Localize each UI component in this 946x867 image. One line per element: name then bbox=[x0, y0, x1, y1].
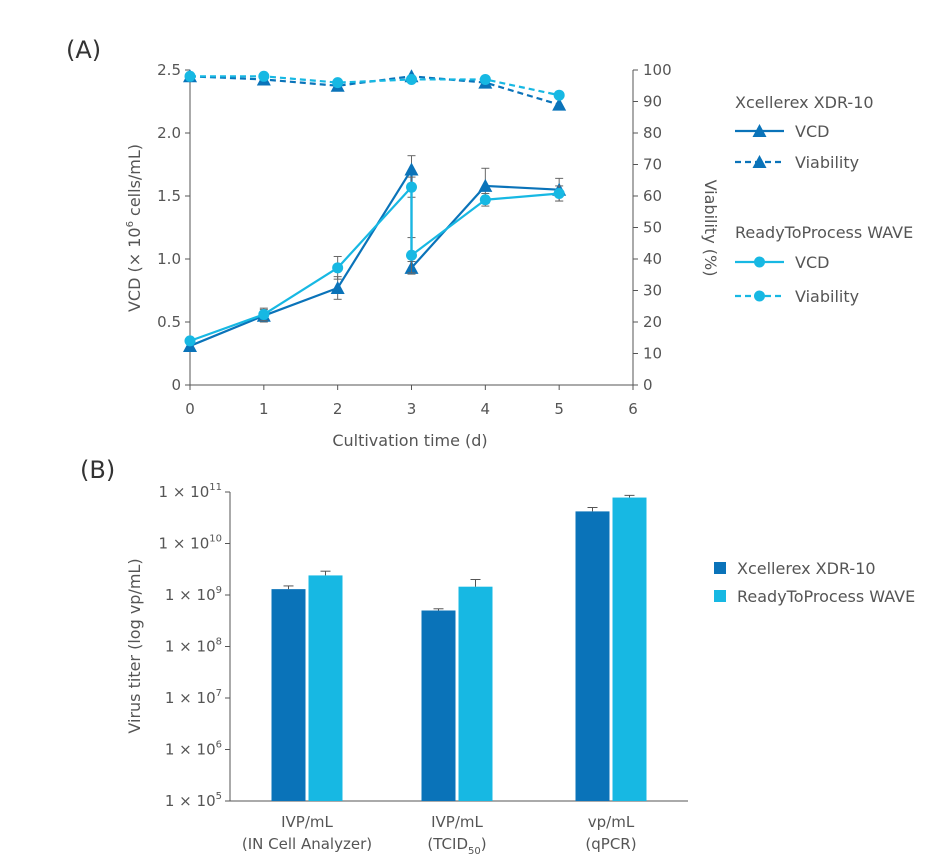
legend-b-xdr-swatch bbox=[714, 562, 726, 574]
panel-a-x-axis-title: Cultivation time (d) bbox=[332, 431, 487, 450]
series-wave-viability bbox=[184, 70, 565, 101]
panel-a-x-tick-label: 4 bbox=[481, 400, 491, 418]
legend-a-xdr-vcd-label: VCD bbox=[795, 122, 829, 141]
bar-wave bbox=[308, 575, 343, 801]
panel-b-bars bbox=[271, 494, 647, 801]
series-wave-vcd bbox=[184, 176, 565, 347]
category-label-line2: (IN Cell Analyzer) bbox=[242, 835, 372, 853]
panel-b-y-tick-label: 1 × 106 bbox=[165, 740, 222, 759]
point-wave-viability bbox=[258, 70, 270, 82]
panel-a-y-title-pre: VCD (× 10 bbox=[125, 227, 144, 312]
point-wave-vcd bbox=[479, 194, 491, 206]
panel-a-right-y-tick-label: 20 bbox=[643, 313, 662, 331]
panel-a-legend: Xcellerex XDR-10 VCD Viability ReadyToPr… bbox=[735, 93, 913, 306]
point-xdr-vcd bbox=[478, 178, 493, 192]
panel-a-right-y-tick-label: 80 bbox=[643, 124, 662, 142]
legend-a-wave-vcd-marker bbox=[754, 256, 765, 268]
point-wave-vcd bbox=[406, 181, 417, 193]
panel-a-x-tick-label: 1 bbox=[259, 400, 269, 418]
panel-b-ticks: 1 × 105 1 × 106 1 × 107 1 × 108 1 × 109 1 × 1… bbox=[159, 482, 230, 810]
category-label-line1: vp/mL bbox=[588, 813, 635, 831]
legend-b-wave-label: ReadyToProcess WAVE bbox=[737, 587, 915, 606]
category-label-line1: IVP/mL bbox=[431, 813, 483, 831]
panel-a-y-title-post: cells/mL) bbox=[125, 144, 144, 221]
bar-xdr bbox=[271, 589, 306, 801]
bar-xdr bbox=[421, 610, 456, 801]
legend-b-xdr-label: Xcellerex XDR-10 bbox=[737, 559, 876, 578]
panel-a-x-tick-label: 6 bbox=[628, 400, 638, 418]
legend-a-wave-vcd-label: VCD bbox=[795, 253, 829, 272]
panel-a: (A) 0 1 2 3 4 5 600.51.01.52.02.50102030405060… bbox=[66, 36, 913, 450]
point-xdr-viability bbox=[552, 97, 567, 111]
line-wave-vcd bbox=[189, 186, 560, 342]
panel-a-left-y-axis-title: VCD (× 106 cells/mL) bbox=[125, 144, 144, 312]
panel-b-y-tick-label: 1 × 109 bbox=[165, 585, 222, 604]
category-label-line2: (TCID50) bbox=[427, 835, 486, 857]
point-wave-viability bbox=[332, 77, 344, 89]
panel-b-y-tick-label: 1 × 107 bbox=[165, 688, 222, 707]
point-xdr-vcd bbox=[330, 280, 345, 294]
panel-a-y-title-sup: 6 bbox=[125, 221, 136, 227]
panel-a-x-tick-label: 3 bbox=[407, 400, 417, 418]
panel-a-right-y-axis-title: Viability (%) bbox=[701, 180, 720, 277]
legend-a-xdr-viability-label: Viability bbox=[795, 153, 859, 172]
panel-a-left-y-tick-label: 0.5 bbox=[157, 313, 181, 331]
panel-a-left-y-tick-label: 0 bbox=[171, 376, 181, 394]
category-label-line1: IVP/mL bbox=[281, 813, 333, 831]
panel-a-left-y-tick-label: 2.5 bbox=[157, 61, 181, 79]
bar-wave bbox=[458, 586, 493, 801]
panel-b-y-tick-label: 1 × 105 bbox=[165, 791, 222, 810]
panel-a-right-y-tick-label: 10 bbox=[643, 345, 662, 363]
panel-b-legend: Xcellerex XDR-10 ReadyToProcess WAVE bbox=[714, 559, 915, 606]
panel-b-y-tick-label: 1 × 1011 bbox=[159, 482, 222, 501]
point-wave-viability bbox=[479, 73, 491, 85]
panel-a-right-y-tick-label: 30 bbox=[643, 282, 662, 300]
point-wave-viability bbox=[553, 89, 565, 101]
category-label-line2: (qPCR) bbox=[585, 835, 636, 853]
legend-a-group1-title: Xcellerex XDR-10 bbox=[735, 93, 874, 112]
panel-b-label: (B) bbox=[80, 456, 115, 484]
panel-a-left-y-tick-label: 2.0 bbox=[157, 124, 181, 142]
point-xdr-vcd bbox=[404, 162, 419, 176]
bar-xdr bbox=[575, 511, 610, 801]
panel-a-left-y-tick-label: 1.0 bbox=[157, 250, 181, 268]
panel-b-category-labels: IVP/mL (IN Cell Analyzer) IVP/mL (TCID50) vp… bbox=[242, 813, 637, 857]
panel-a-right-y-tick-label: 60 bbox=[643, 187, 662, 205]
panel-a-x-tick-label: 2 bbox=[333, 400, 343, 418]
panel-a-right-y-tick-label: 50 bbox=[643, 219, 662, 237]
legend-a-wave-viability-label: Viability bbox=[795, 287, 859, 306]
legend-a-xdr-vcd-marker bbox=[752, 124, 767, 137]
panel-a-x-tick-label: 0 bbox=[185, 400, 195, 418]
line-xdr-vcd bbox=[189, 168, 560, 347]
panel-a-left-y-tick-label: 1.5 bbox=[157, 187, 181, 205]
panel-b-y-tick-label: 1 × 1010 bbox=[159, 534, 222, 553]
panel-a-right-y-tick-label: 0 bbox=[643, 376, 653, 394]
legend-b-wave-swatch bbox=[714, 590, 726, 602]
point-wave-vcd bbox=[258, 308, 270, 320]
bar-wave bbox=[612, 497, 647, 801]
panel-b-y-axis-title: Virus titer (log vp/mL) bbox=[125, 558, 144, 733]
panel-a-right-y-tick-label: 70 bbox=[643, 156, 662, 174]
point-wave-vcd bbox=[332, 262, 344, 274]
point-wave-viability bbox=[184, 70, 196, 82]
point-wave-vcd bbox=[406, 249, 417, 261]
panel-a-right-y-tick-label: 40 bbox=[643, 250, 662, 268]
legend-a-xdr-viability-marker bbox=[752, 155, 767, 168]
panel-a-series bbox=[183, 69, 567, 352]
legend-a-wave-viability-marker bbox=[754, 290, 765, 302]
panel-a-ticks: 0 1 2 3 4 5 600.51.01.52.02.501020304050607080… bbox=[157, 61, 672, 418]
point-wave-vcd bbox=[553, 187, 565, 199]
panel-a-right-y-tick-label: 90 bbox=[643, 93, 662, 111]
panel-b-y-tick-label: 1 × 108 bbox=[165, 637, 222, 656]
point-wave-viability bbox=[406, 73, 417, 85]
line-wave-viability bbox=[190, 75, 560, 97]
panel-a-x-tick-label: 5 bbox=[554, 400, 564, 418]
legend-a-group2-title: ReadyToProcess WAVE bbox=[735, 223, 913, 242]
point-wave-vcd bbox=[184, 335, 196, 347]
panel-a-right-y-tick-label: 100 bbox=[643, 61, 672, 79]
panel-a-label: (A) bbox=[66, 36, 101, 64]
